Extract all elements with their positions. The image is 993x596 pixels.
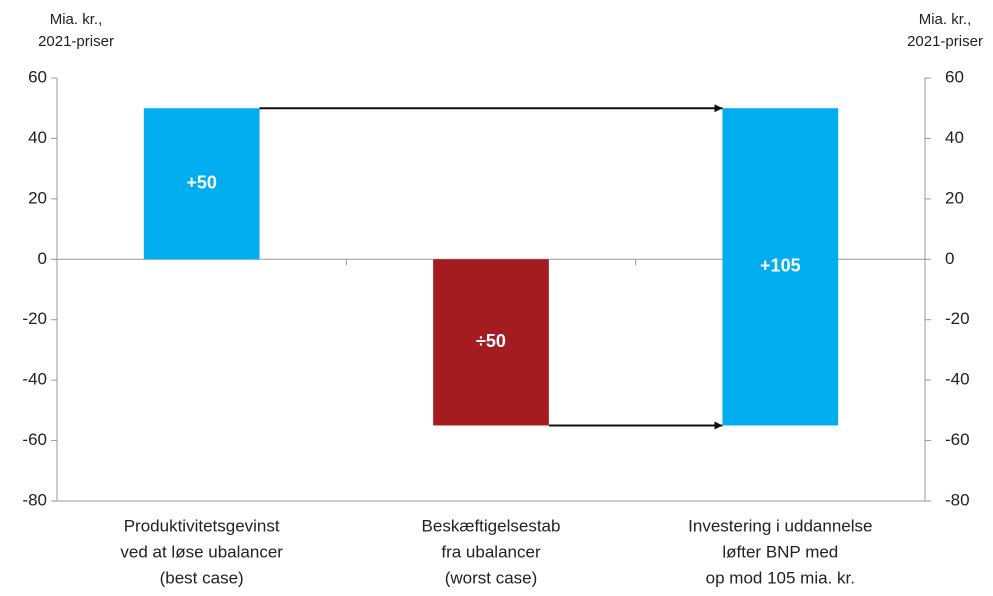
y2-tick-label: 20 (945, 188, 964, 207)
axis-title: Mia. kr., (50, 11, 103, 28)
bar (143, 108, 260, 260)
y2-tick-label: 0 (945, 249, 954, 268)
y2-tick-label: -40 (945, 370, 970, 389)
x-tick-label: (best case) (160, 568, 244, 587)
y-tick-label: -80 (22, 490, 47, 509)
bar-label: ÷50 (476, 331, 506, 351)
y-tick-label: 0 (38, 249, 47, 268)
x-tick-label: ved at løse ubalancer (120, 542, 283, 561)
y2-tick-label: -80 (945, 490, 970, 509)
y2-tick-label: 40 (945, 128, 964, 147)
bar (722, 108, 839, 426)
x-tick-label: løfter BNP med (722, 542, 838, 561)
y2-tick-label: -60 (945, 430, 970, 449)
y2-tick-label: 60 (945, 67, 964, 86)
x-tick-label: Investering i uddannelse (688, 516, 872, 535)
y-tick-label: 60 (28, 67, 47, 86)
axis-title: 2021-priser (907, 33, 983, 50)
y-tick-label: -40 (22, 370, 47, 389)
bar-label: +50 (186, 173, 217, 193)
y-tick-label: -20 (22, 309, 47, 328)
axis-title: Mia. kr., (919, 11, 972, 28)
x-tick-label: Beskæftigelsestab (422, 516, 561, 535)
x-tick-label: (worst case) (445, 568, 538, 587)
x-tick-label: Produktivitetsgevinst (124, 516, 280, 535)
axis-title: 2021-priser (38, 33, 114, 50)
x-tick-label: op mod 105 mia. kr. (706, 568, 855, 587)
x-tick-label: fra ubalancer (441, 542, 541, 561)
bar-label: +105 (760, 256, 801, 276)
y-tick-label: 20 (28, 188, 47, 207)
y-tick-label: 40 (28, 128, 47, 147)
bar (433, 259, 549, 426)
y2-tick-label: -20 (945, 309, 970, 328)
y-tick-label: -60 (22, 430, 47, 449)
